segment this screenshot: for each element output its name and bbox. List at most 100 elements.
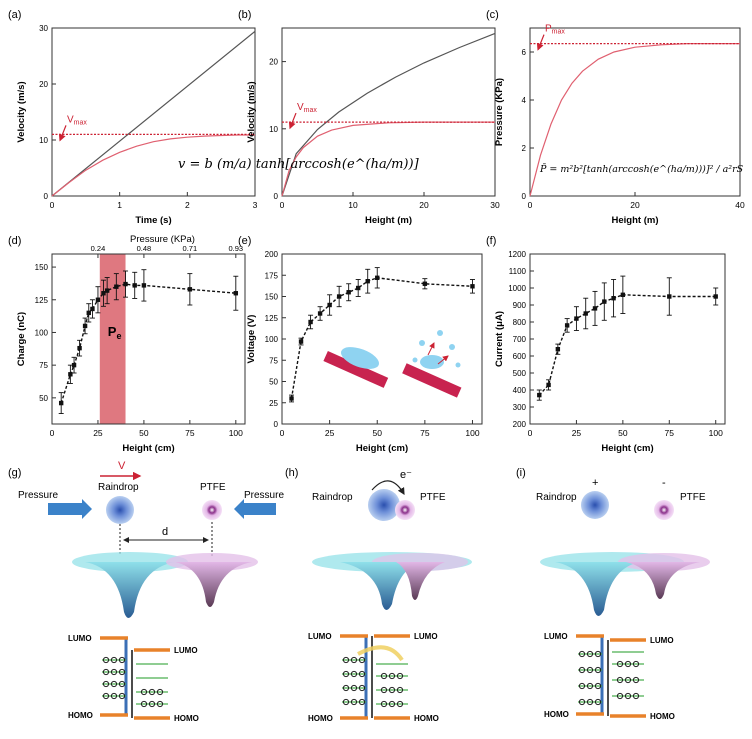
x-axis-label: Height (m) [365, 215, 412, 226]
electron [594, 666, 602, 674]
ptfe-label: PTFE [200, 482, 226, 493]
lumo-left-label: LUMO [68, 634, 92, 643]
data-point [95, 297, 101, 302]
y-axis-label: Current (μA) [494, 311, 505, 367]
positive-charge: + [592, 477, 598, 489]
electron [102, 680, 110, 688]
electron [632, 692, 640, 700]
x-tick-label: 50 [139, 428, 149, 438]
pressure-label-right: Pressure [244, 490, 284, 501]
electron [102, 668, 110, 676]
max-annotation: Vmax [67, 114, 87, 126]
top-tick-label: 0.93 [229, 244, 244, 253]
y-axis-label: Voltage (V) [246, 315, 257, 364]
electron [578, 666, 586, 674]
x-tick-label: 10 [348, 200, 358, 210]
panel-e: 0 25 50 75 100 0 25 50 75 100 125 150 175 200 Height (… [238, 235, 483, 454]
data-point [289, 396, 294, 401]
data-point [602, 299, 607, 304]
data-point [375, 275, 380, 280]
y-tick-label: 0 [522, 192, 527, 201]
formula-c: P̄ = m²b²[tanh(arccosh(e^(ha/m)))]² / a²… [539, 163, 744, 175]
distance-label: d [162, 526, 168, 538]
data-point [667, 294, 672, 299]
y-tick-label: 1000 [508, 284, 526, 293]
electron [616, 692, 624, 700]
x-tick-label: 1 [117, 200, 122, 210]
electron [358, 656, 366, 664]
top-tick-label: 0.48 [137, 244, 152, 253]
x-axis-label: Height (cm) [122, 443, 174, 454]
electron [102, 656, 110, 664]
x-tick-label: 50 [373, 428, 383, 438]
panel-label-i: (i) [516, 467, 526, 479]
electron [586, 698, 594, 706]
data-point [68, 372, 73, 377]
electron [118, 668, 126, 676]
y-tick-label: 100 [35, 328, 49, 337]
electron [156, 700, 164, 708]
electron [118, 692, 126, 700]
y-tick-label: 175 [265, 271, 279, 280]
homo-left-label: HOMO [308, 714, 333, 723]
electron [148, 700, 156, 708]
panel-g: (g) Pressure V Raindrop PTFE Pressure d … [8, 460, 284, 723]
data-point [104, 288, 110, 293]
data-point [564, 323, 570, 328]
potential-well-blue [85, 562, 175, 618]
electron [156, 688, 164, 696]
electron [342, 656, 350, 664]
x-axis-label: Height (cm) [601, 443, 653, 454]
electron [624, 660, 632, 668]
y-tick-label: 10 [269, 125, 278, 134]
electron [396, 686, 404, 694]
data-point [123, 281, 128, 287]
pe-label: Pe [108, 324, 122, 341]
y-tick-label: 0 [274, 420, 279, 429]
spreading-drop [340, 347, 380, 369]
velocity-label: V [118, 460, 126, 472]
x-tick-label: 30 [490, 200, 500, 210]
x-tick-label: 75 [665, 428, 675, 438]
y-tick-label: 500 [513, 369, 527, 378]
panel-label-g: (g) [8, 467, 21, 479]
electron [586, 650, 594, 658]
ptfe-icon [395, 500, 415, 520]
negative-charge: - [662, 477, 666, 489]
electron [110, 668, 118, 676]
data-point [555, 347, 561, 352]
y-tick-label: 400 [513, 386, 527, 395]
data-point [90, 306, 95, 312]
y-tick-label: 1100 [509, 267, 527, 276]
data-point [592, 306, 598, 311]
electron [616, 676, 624, 684]
fit-curve [60, 283, 236, 404]
y-tick-label: 30 [39, 24, 48, 33]
electron [380, 672, 388, 680]
panel-label: (a) [8, 9, 21, 21]
x-tick-label: 20 [630, 200, 640, 210]
plot-frame [51, 27, 256, 197]
raindrop-label: Raindrop [98, 482, 139, 493]
panel-c: 0 20 40 0 2 4 6 Height (m) Pressure (KPa) (c) Pmax [486, 9, 745, 226]
y-tick-label: 1200 [508, 250, 526, 259]
panel-label: (f) [486, 235, 496, 247]
potential-well-blue [340, 562, 420, 610]
x-axis-label: Height (cm) [356, 443, 408, 454]
pressure-arrow-left [48, 499, 92, 519]
x-axis-label: Height (m) [612, 215, 659, 226]
x-tick-label: 25 [93, 428, 103, 438]
data-point [101, 291, 106, 296]
x-tick-label: 75 [420, 428, 430, 438]
electron [632, 660, 640, 668]
y-tick-label: 900 [513, 301, 527, 310]
fit-curve [538, 294, 716, 396]
data-point [71, 362, 77, 368]
energy-levels-h: LUMO HOMO LUMO HOMO [308, 632, 439, 723]
x-tick-label: 0 [50, 428, 55, 438]
y-tick-label: 6 [522, 48, 527, 57]
max-annotation: Pmax [545, 24, 565, 36]
ptfe-icon [654, 500, 674, 520]
data-point [187, 287, 193, 292]
